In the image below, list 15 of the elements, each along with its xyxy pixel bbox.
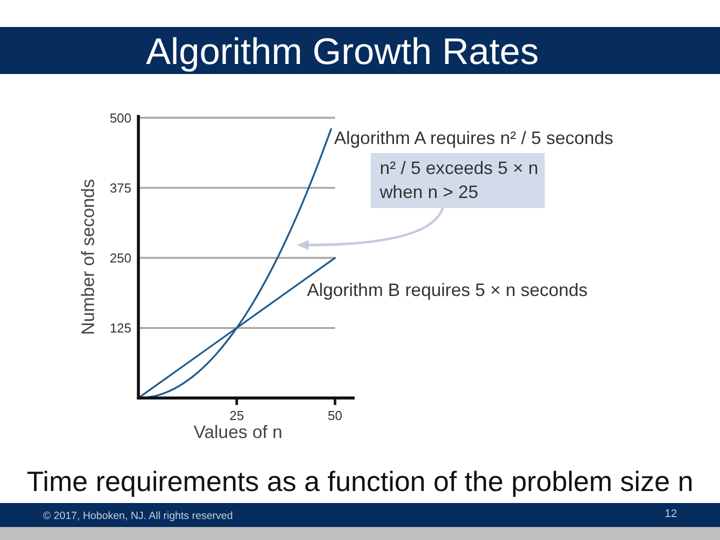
x-axis-title: Values of n	[194, 422, 282, 442]
x-tick-label: 50	[328, 408, 342, 423]
text: n² / 5 exceeds 5 × n when n > 25	[378, 158, 538, 202]
chart-title: Algorithm Growth Rates	[146, 31, 539, 72]
y-tick-label: 250	[110, 250, 132, 266]
y-tick-label: 125	[110, 320, 132, 336]
y-tick-label: 375	[110, 180, 132, 196]
text: 12	[664, 508, 677, 520]
series-label: Algorithm B requires 5 × n seconds	[307, 280, 588, 300]
text: Time requirements as a function of the problem size n	[26, 466, 694, 497]
y-tick-label: 500	[110, 110, 132, 126]
text: © 2017, Hoboken, NJ. All rights reserved	[43, 510, 233, 522]
series-label: Algorithm A requires n² / 5 seconds	[334, 128, 614, 148]
y-axis-title: Number of seconds	[78, 178, 98, 336]
x-tick-label: 25	[229, 408, 244, 423]
